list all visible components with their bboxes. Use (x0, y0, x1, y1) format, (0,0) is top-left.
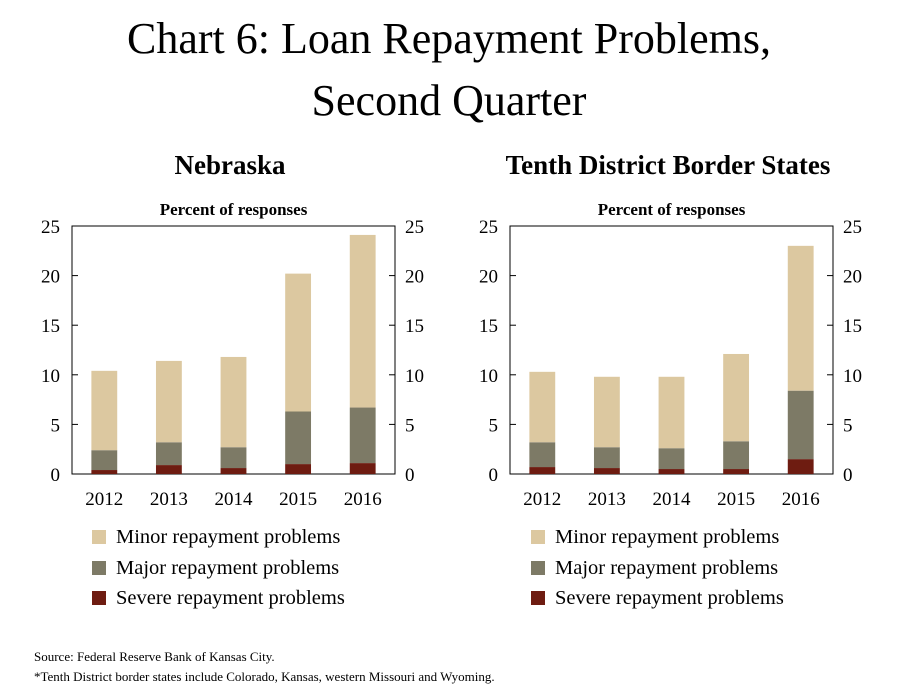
bar-major-2012 (91, 450, 118, 471)
y-axis-label: Percent of responses (160, 200, 308, 219)
y-tick-label-left: 0 (51, 465, 61, 486)
legend-item-severe: Severe repayment problems (531, 583, 891, 614)
bar-severe-2016 (349, 463, 376, 474)
bar-minor-2015 (723, 353, 750, 442)
y-tick-label-left: 15 (479, 316, 498, 337)
y-tick-label-right: 25 (405, 217, 424, 238)
legend-item-minor: Minor repayment problems (92, 522, 452, 553)
x-tick-label: 2016 (782, 489, 820, 510)
chart-title: Chart 6: Loan Repayment Problems, Second… (0, 8, 898, 132)
y-tick-label-right: 25 (843, 217, 862, 238)
bar-minor-2014 (658, 376, 685, 449)
y-tick-label-left: 0 (489, 465, 499, 486)
y-tick-label-left: 25 (479, 217, 498, 238)
bar-minor-2015 (285, 273, 312, 412)
y-axis-label: Percent of responses (598, 200, 746, 219)
y-tick-label-left: 10 (41, 366, 60, 387)
legend-label-minor: Minor repayment problems (555, 526, 780, 548)
legend-swatch-minor (92, 530, 106, 545)
legend-label-major: Major repayment problems (555, 556, 779, 579)
y-tick-label-right: 10 (405, 366, 424, 387)
bar-major-2014 (658, 448, 685, 470)
x-tick-label: 2016 (344, 489, 382, 510)
y-tick-label-left: 5 (489, 415, 499, 436)
y-tick-label-left: 5 (51, 415, 61, 436)
chart-title-line-2: Second Quarter (311, 76, 587, 125)
y-tick-label-right: 5 (843, 415, 853, 436)
panel-title-border-states: Tenth District Border States (505, 150, 831, 180)
footer-notes: Source: Federal Reserve Bank of Kansas C… (34, 647, 495, 687)
legend-label-major: Major repayment problems (116, 556, 340, 579)
x-tick-label: 2013 (588, 489, 626, 510)
bar-major-2016 (787, 390, 814, 460)
bar-severe-2012 (529, 467, 556, 474)
bar-severe-2012 (91, 470, 118, 474)
bar-severe-2016 (787, 459, 814, 474)
x-tick-label: 2012 (523, 489, 561, 510)
y-tick-label-right: 15 (843, 316, 862, 337)
bar-minor-2014 (220, 356, 247, 448)
bar-major-2013 (593, 447, 620, 469)
legend-item-severe: Severe repayment problems (92, 583, 452, 614)
x-tick-label: 2015 (279, 489, 317, 510)
legend-border-states: Minor repayment problems Major repayment… (531, 522, 891, 614)
bar-severe-2015 (723, 469, 750, 474)
x-tick-label: 2014 (653, 489, 692, 510)
bar-minor-2016 (349, 234, 376, 408)
bar-major-2013 (155, 442, 182, 466)
x-tick-label: 2012 (85, 489, 123, 510)
y-tick-label-right: 0 (405, 465, 415, 486)
y-tick-label-right: 5 (405, 415, 415, 436)
bar-severe-2013 (155, 465, 182, 474)
legend-swatch-severe (92, 591, 106, 606)
y-tick-label-right: 20 (405, 267, 424, 288)
y-tick-label-left: 25 (41, 217, 60, 238)
legend-label-severe: Severe repayment problems (116, 587, 345, 609)
legend-item-minor: Minor repayment problems (531, 522, 891, 553)
legend-swatch-minor (531, 530, 545, 545)
chart-title-line-1: Chart 6: Loan Repayment Problems, (127, 14, 771, 63)
legend-label-minor: Minor repayment problems (116, 526, 341, 548)
x-tick-label: 2013 (150, 489, 188, 510)
bar-minor-2013 (155, 360, 182, 443)
legend-swatch-severe (531, 591, 545, 606)
x-tick-label: 2014 (215, 489, 254, 510)
y-tick-label-left: 15 (41, 316, 60, 337)
legend-nebraska: Minor repayment problems Major repayment… (92, 522, 452, 614)
source-note: Source: Federal Reserve Bank of Kansas C… (34, 649, 275, 664)
bar-severe-2015 (285, 464, 312, 474)
bar-minor-2016 (787, 245, 814, 391)
bar-major-2016 (349, 407, 376, 464)
bar-minor-2012 (91, 370, 118, 451)
y-tick-label-left: 10 (479, 366, 498, 387)
bar-major-2014 (220, 447, 247, 469)
y-tick-label-left: 20 (479, 267, 498, 288)
legend-item-major: Major repayment problems (531, 553, 891, 584)
legend-swatch-major (92, 560, 106, 575)
y-tick-label-right: 0 (843, 465, 853, 486)
bar-minor-2012 (529, 371, 556, 443)
bar-severe-2014 (658, 469, 685, 474)
bar-severe-2013 (593, 468, 620, 474)
bar-major-2015 (723, 441, 750, 470)
y-tick-label-right: 10 (843, 366, 862, 387)
bar-severe-2014 (220, 468, 247, 474)
legend-label-severe: Severe repayment problems (555, 587, 784, 609)
y-tick-label-left: 20 (41, 267, 60, 288)
y-tick-label-right: 20 (843, 267, 862, 288)
panel-title-nebraska: Nebraska (174, 150, 286, 180)
y-tick-label-right: 15 (405, 316, 424, 337)
x-tick-label: 2015 (717, 489, 755, 510)
footnote: *Tenth District border states include Co… (34, 669, 495, 684)
bar-major-2015 (285, 411, 312, 465)
bar-major-2012 (529, 442, 556, 468)
legend-swatch-major (531, 560, 545, 575)
legend-item-major: Major repayment problems (92, 553, 452, 584)
bar-minor-2013 (593, 376, 620, 448)
